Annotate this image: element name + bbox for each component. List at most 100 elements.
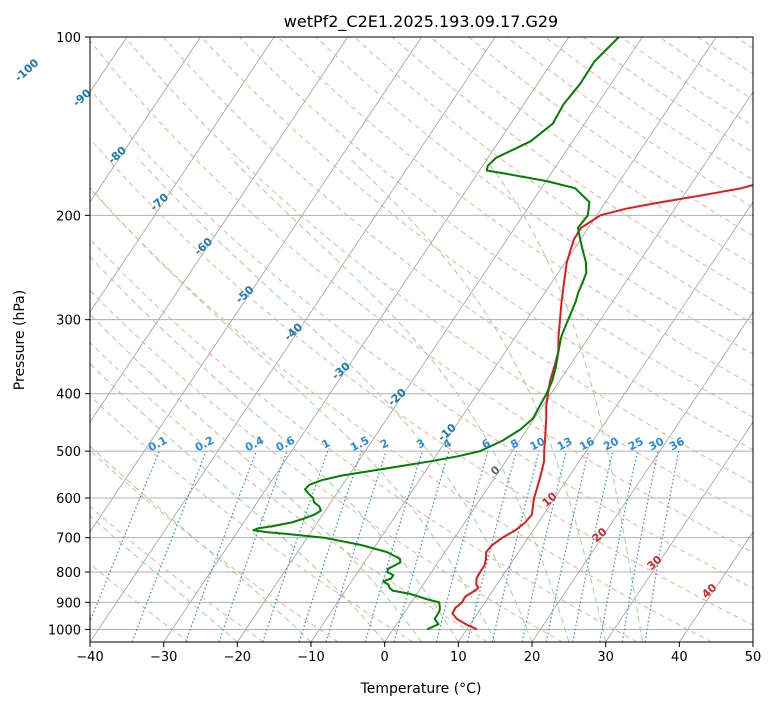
x-tick-label: 10 — [450, 650, 467, 665]
mixing-ratio-label: 13 — [555, 435, 575, 454]
zero-isotherm-annotation: 0 — [488, 463, 503, 478]
dry-adiabat-line — [90, 88, 753, 589]
y-axis-label: Pressure (hPa) — [12, 290, 28, 390]
isotherm-line — [752, 641, 753, 642]
moist-adiabat-line — [90, 255, 459, 642]
plot-frame — [89, 36, 754, 643]
dry-adiabat-line — [620, 37, 753, 127]
isotherm-line — [679, 531, 753, 642]
mixing-ratio-line — [298, 450, 362, 642]
dry-adiabat-line — [430, 37, 753, 266]
x-tick-label: 50 — [745, 650, 762, 665]
dry-adiabat-line — [659, 37, 753, 101]
mixing-ratio-line — [393, 450, 450, 642]
x-tick-label: 0 — [381, 650, 389, 665]
isotherm-annotation: -40 — [282, 320, 306, 343]
mixing-ratio-line — [644, 450, 680, 642]
mixing-ratio-line — [262, 450, 329, 642]
isotherm-annotation: -100 — [12, 56, 41, 84]
dry-adiabat-line — [90, 39, 753, 553]
sounding-lines — [252, 37, 753, 631]
x-tick-label: 30 — [597, 650, 614, 665]
mixing-ratio-label: 10 — [528, 435, 548, 454]
isotherm-line — [90, 37, 496, 642]
moist-adiabat-line — [90, 515, 238, 642]
isotherm-line — [90, 37, 201, 203]
dry-adiabat-line — [124, 37, 753, 518]
isotherm-annotation: -50 — [233, 283, 257, 306]
isotherm-line — [384, 91, 753, 642]
moist-adiabat-line — [137, 157, 533, 642]
y-axis-ticks: 100 200 300 400 500 600 700 800 900 1000 — [48, 31, 90, 638]
isotherm-line — [163, 37, 570, 642]
moist-adiabat-line — [348, 157, 607, 642]
isotherm-line — [90, 37, 275, 313]
dry-adiabat-line — [90, 187, 712, 642]
mixing-ratio-line — [599, 450, 639, 642]
mixing-ratio-line — [185, 450, 257, 642]
isotherm-annotation: 30 — [645, 553, 665, 573]
mixing-ratio-line — [466, 450, 517, 642]
y-tick-label: 700 — [56, 532, 81, 547]
y-tick-label: 300 — [56, 314, 81, 329]
dry-adiabat-line — [277, 37, 753, 386]
moist-adiabat-line — [230, 157, 570, 642]
dry-adiabat-line — [90, 137, 753, 626]
dry-adiabat-line — [582, 37, 753, 154]
mixing-ratio-line — [491, 450, 540, 642]
moist-adiabat-line — [90, 313, 422, 642]
y-tick-label: 800 — [56, 566, 81, 581]
isotherm-annotation: -60 — [192, 235, 216, 258]
dry-adiabat-line — [90, 563, 190, 642]
mixing-ratio-label: 3 — [414, 436, 427, 451]
isotherm-annotation: 20 — [590, 525, 610, 545]
y-tick-label: 200 — [56, 209, 81, 224]
background-lines — [90, 37, 753, 642]
isotherm-line — [458, 201, 753, 642]
isotherm-line — [310, 37, 717, 642]
dry-adiabat-line — [697, 37, 753, 75]
x-tick-label: −10 — [297, 650, 324, 665]
mixing-ratio-line — [218, 450, 288, 642]
x-tick-label: −30 — [150, 650, 177, 665]
dry-adiabat-line — [735, 37, 753, 49]
moist-adiabat-line — [90, 362, 386, 642]
x-axis-label: Temperature (°C) — [360, 681, 482, 697]
dewpoint-line — [252, 37, 620, 631]
mixing-ratio-label: 2 — [378, 436, 391, 451]
isotherm-annotation: -80 — [105, 144, 129, 167]
mixing-ratio-line — [435, 450, 489, 642]
mixing-ratio-line — [131, 450, 207, 642]
mixing-ratio-line — [325, 450, 387, 642]
x-tick-label: 40 — [671, 650, 688, 665]
temperature-line — [451, 183, 753, 631]
dry-adiabat-line — [90, 238, 638, 642]
dry-adiabat-line — [90, 395, 414, 642]
mixing-ratio-line — [521, 450, 567, 642]
dry-adiabat-line — [90, 289, 563, 642]
x-tick-label: −20 — [224, 650, 251, 665]
mixing-ratio-line — [90, 450, 160, 624]
moist-adiabat-line — [484, 157, 643, 642]
mixing-ratio-line — [364, 450, 423, 642]
dry-adiabat-line — [239, 37, 753, 418]
x-axis-ticks: −40 −30 −20 −10 0 10 20 30 40 50 — [76, 642, 761, 665]
y-tick-label: 1000 — [48, 623, 81, 638]
isotherm-annotation: -30 — [329, 359, 353, 382]
y-tick-label: 500 — [56, 445, 81, 460]
isotherm-annotation: -70 — [148, 190, 172, 213]
isotherm-line — [90, 37, 422, 533]
isotherm-line — [531, 311, 753, 642]
dry-adiabat-line — [353, 37, 753, 325]
mixing-ratio-label: 36 — [667, 435, 687, 454]
mixing-ratio-line — [545, 450, 590, 642]
x-tick-label: −40 — [76, 650, 103, 665]
isotherm-annotation: -10 — [435, 421, 459, 444]
x-tick-label: 20 — [524, 650, 541, 665]
mixing-ratio-label: 25 — [626, 435, 646, 454]
y-tick-label: 100 — [56, 31, 81, 46]
isotherm-annotation: 40 — [699, 581, 719, 601]
dry-adiabat-line — [162, 37, 753, 484]
y-tick-label: 600 — [56, 492, 81, 507]
